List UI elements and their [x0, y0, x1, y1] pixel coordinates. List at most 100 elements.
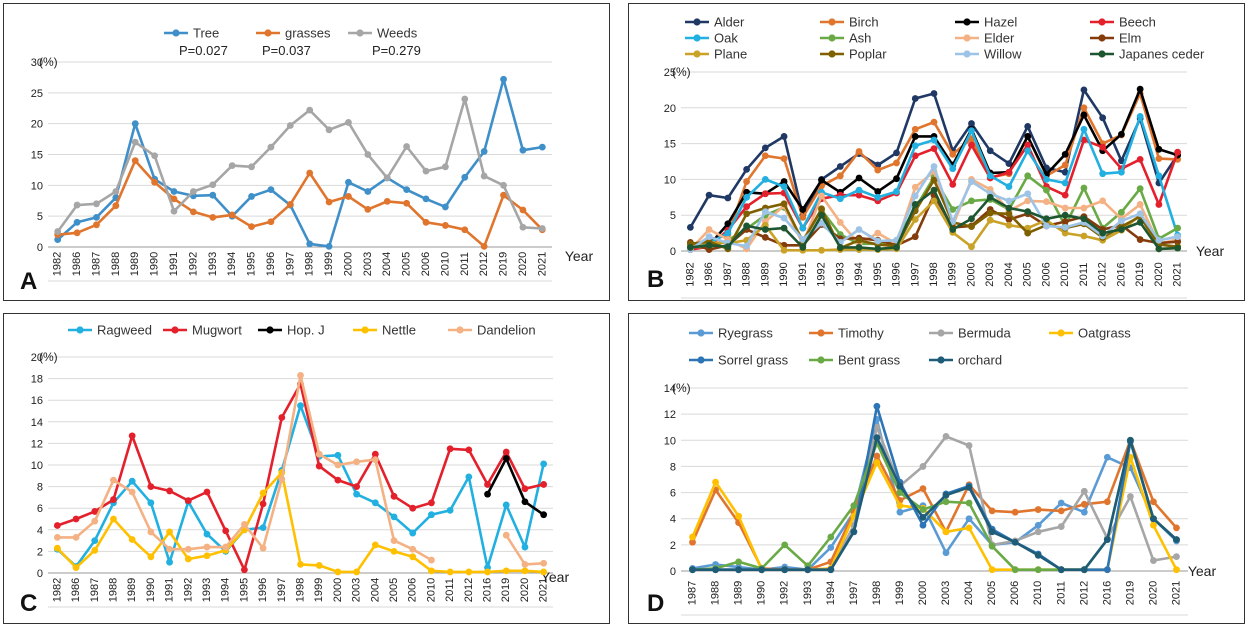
pb-series-alder-point [743, 165, 750, 173]
pc-series-dandelion-point [166, 545, 173, 553]
pd-legend-timothy-label: Timothy [838, 326, 884, 341]
pc-series-hop-j-point [540, 511, 548, 519]
pd-x-tick-label: 1989 [733, 581, 745, 605]
panel-a: 0 5 10 15 20 25 30 (%) 1982 1986 1987 1988 1989 1990 1… [3, 3, 610, 301]
pb-series-elder-point [874, 229, 882, 237]
pb-x-tick-label: 1992 [816, 262, 828, 286]
pc-x-tick-label: 1982 [51, 578, 63, 602]
pb-legend-alder-marker [693, 18, 701, 26]
pb-legend-elm-label: Elm [1119, 31, 1141, 46]
pc-series-dandelion-point [222, 543, 230, 551]
pa-series-weeds-point [325, 126, 333, 134]
pb-series-birch-point [911, 125, 919, 133]
pa-x-tick-label: 2000 [342, 252, 354, 276]
pd-series-bermuda-point [1057, 523, 1065, 530]
pa-series-grasses-point [500, 191, 507, 199]
pd-series-bent-grass-point [1034, 566, 1042, 574]
pa-series-tree-point [248, 193, 255, 200]
pa-series-grasses-point [422, 218, 430, 226]
pb-series-alder-point [1024, 123, 1032, 130]
pb-series-elder-point [1043, 198, 1050, 205]
pb-series-plane-point [780, 246, 788, 254]
pc-series-dandelion-point [53, 533, 61, 541]
pc-x-tick-label: 1994 [220, 578, 232, 602]
pc-y-tick-label: 0 [37, 568, 43, 580]
pb-series-hazel-point [1136, 85, 1144, 93]
pd-legend-orchard-marker [937, 356, 945, 364]
pb-series-willow-point [818, 219, 825, 227]
pd-legend-bent-grass-label: Bent grass [838, 353, 901, 368]
pa-series-weeds-point [286, 122, 294, 129]
pa-legend-tree-label: Tree [193, 26, 219, 41]
pc-series-nettle-point [128, 536, 136, 543]
pc-series-dandelion-point [540, 559, 548, 567]
pd-series-timothy-point [919, 485, 927, 493]
pc-legend-ragweed-marker [76, 326, 84, 334]
pb-x-tick-label: 2000 [965, 262, 977, 286]
pd-x-tick-label: 1993 [802, 581, 814, 605]
pb-series-oak-point [1043, 176, 1050, 183]
pc-legend-hop-j-label: Hop. J [287, 323, 325, 338]
pd-series-oatgrass-point [735, 512, 743, 520]
pb-x-tick-label: 1995 [872, 262, 884, 286]
pa-x-tick-label: 2006 [420, 252, 432, 276]
pd-series-orchard-point [896, 482, 904, 490]
pb-series-japanes-ceder-point [874, 245, 882, 253]
pa-legend-grasses-label: grasses [285, 26, 331, 41]
pd-x-tick-label: 1990 [756, 581, 768, 605]
pb-series-willow-point [968, 178, 975, 185]
pc-series-nettle-point [502, 567, 510, 575]
pb-series-alder-point [1080, 86, 1088, 94]
pd-series-bermuda-line [692, 425, 1177, 571]
pc-series-mugwort-point [390, 492, 398, 500]
pa-series-tree-point [306, 240, 314, 248]
pc-x-tick-label: 1987 [89, 578, 101, 602]
pa-x-tick-label: 2011 [459, 252, 471, 276]
pb-series-oak-point [780, 183, 788, 190]
pb-series-birch-point [855, 148, 863, 155]
pd-series-bermuda-point [1080, 487, 1088, 495]
pc-legend-mugwort-label: Mugwort [192, 323, 242, 338]
pd-y-tick-label: 12 [664, 409, 676, 421]
pa-x-tick-label: 1990 [149, 252, 161, 276]
pa-series-tree-point [538, 143, 546, 151]
pd-series-sorrel-grass-point [1103, 566, 1111, 574]
pb-series-poplar-point [986, 209, 994, 217]
pa-series-weeds-point [112, 188, 120, 195]
pa-series-tree-point [170, 188, 178, 195]
pb-x-tick-label: 2019 [1134, 262, 1146, 286]
pa-series-weeds-point [131, 138, 139, 146]
pd-series-bent-grass-point [965, 499, 973, 507]
pa-series-grasses-point [112, 202, 120, 210]
pb-series-ash-point [1118, 208, 1125, 216]
pb-series-oak-point [743, 193, 750, 201]
pd-y-tick-label: 14 [664, 383, 676, 395]
pb-series-birch-point [893, 159, 900, 167]
pc-series-mugwort-point [240, 566, 248, 574]
pb-series-willow-point [743, 242, 750, 250]
pb-series-poplar-point [1005, 210, 1013, 218]
pb-legend-beech-marker [1098, 18, 1106, 26]
pd-series-orchard-point [1080, 566, 1088, 574]
pa-series-grasses-point [325, 198, 333, 206]
pc-series-mugwort-point [409, 504, 417, 512]
pc-y-tick-label: 14 [31, 417, 43, 429]
pd-series-timothy-point [1011, 508, 1019, 516]
pb-y-tick-label: 15 [664, 139, 676, 151]
pc-series-dandelion-point [390, 537, 398, 544]
pc-x-tick-label: 1995 [238, 578, 250, 602]
pd-series-bent-grass-point [781, 541, 789, 549]
pb-series-birch-point [743, 178, 750, 185]
pd-series-sorrel-grass-point [919, 521, 927, 529]
pc-series-nettle-point [465, 568, 473, 576]
pb-series-willow-point [911, 192, 919, 200]
pb-series-japanes-ceder-point [761, 226, 769, 233]
pc-series-nettle-point [484, 568, 491, 576]
pb-series-plane-point [968, 243, 975, 251]
pc-x-tick-label: 1992 [182, 578, 194, 602]
pa-y-tick-label: 20 [31, 119, 43, 131]
pd-series-oatgrass-point [873, 459, 881, 466]
pb-x-tick-label: 2005 [1022, 262, 1034, 286]
pc-series-dandelion-point [502, 531, 510, 539]
pb-series-birch-point [780, 155, 788, 163]
